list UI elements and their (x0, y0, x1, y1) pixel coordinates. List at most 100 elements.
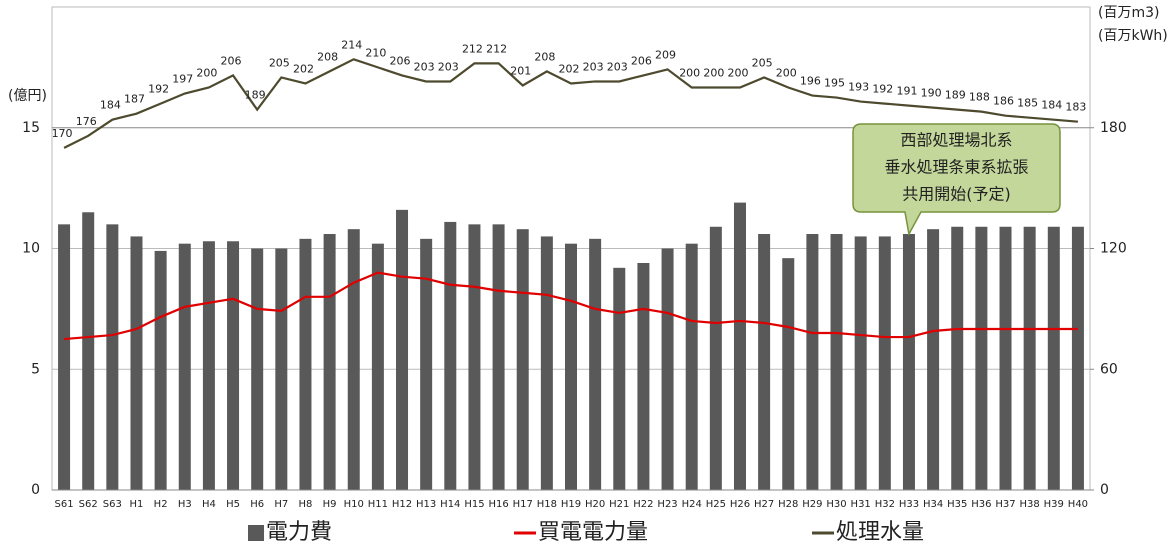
y2-tick-label: 120 (1100, 241, 1127, 257)
bar (758, 234, 771, 490)
data-label: 192 (872, 83, 893, 96)
data-label: 187 (124, 93, 145, 106)
bar (685, 243, 698, 490)
x-tick-label: H6 (250, 499, 264, 510)
data-label: 212 (462, 42, 483, 55)
data-label: 203 (583, 60, 604, 73)
data-label: 212 (486, 42, 507, 55)
bar (830, 234, 843, 490)
x-tick-label: H8 (299, 499, 313, 510)
data-label: 189 (245, 89, 266, 102)
bar (1047, 226, 1060, 490)
data-label: 202 (293, 62, 314, 75)
bar (444, 221, 457, 490)
y2-unit: (百万m3) (1098, 5, 1159, 21)
x-tick-label: S62 (79, 499, 98, 510)
bar (854, 236, 867, 490)
bar (396, 209, 409, 491)
data-label: 185 (1017, 97, 1038, 110)
data-label: 205 (269, 56, 290, 69)
x-tick-label: H36 (971, 499, 991, 510)
x-tick-label: H22 (633, 499, 653, 510)
data-label: 201 (510, 64, 531, 77)
bar (878, 236, 891, 490)
x-tick-label: H27 (754, 499, 774, 510)
bar (709, 226, 722, 490)
data-label: 186 (993, 95, 1014, 108)
x-tick-label: H21 (609, 499, 629, 510)
data-label: 193 (848, 81, 869, 94)
x-tick-label: H32 (875, 499, 895, 510)
data-label: 183 (1065, 101, 1086, 114)
x-tick-label: H30 (826, 499, 846, 510)
bar (540, 236, 553, 490)
bar (565, 243, 577, 490)
x-tick-label: H34 (923, 499, 943, 510)
data-label: 202 (559, 62, 580, 75)
bar (975, 226, 988, 490)
x-tick-label: H39 (1044, 499, 1064, 510)
bar (661, 248, 674, 490)
bar (299, 238, 312, 490)
data-label: 189 (945, 89, 966, 102)
bar (782, 258, 795, 490)
data-label: 170 (52, 127, 73, 140)
data-label: 191 (896, 85, 917, 98)
data-label: 200 (727, 67, 748, 80)
data-label: 197 (172, 73, 193, 86)
legend-label: 買電電力量 (538, 520, 648, 545)
callout (852, 123, 1061, 237)
data-label: 196 (800, 75, 821, 88)
x-tick-label: S61 (55, 499, 74, 510)
x-tick-label: H38 (1020, 499, 1040, 510)
y2-tick-label: 0 (1100, 482, 1109, 498)
bar (154, 250, 167, 490)
x-tick-label: H11 (368, 499, 388, 510)
bar (202, 241, 215, 490)
data-label: 200 (679, 67, 700, 80)
y-tick-label: 5 (31, 361, 40, 377)
x-tick-label: H14 (440, 499, 460, 510)
line (63, 271, 1078, 341)
y2-tick-label: 180 (1100, 120, 1127, 136)
x-tick-label: H37 (995, 499, 1015, 510)
legend-label: 電力費 (266, 520, 332, 545)
bar (637, 262, 650, 490)
data-label: 206 (390, 54, 411, 67)
data-label: 200 (703, 67, 724, 80)
bar (516, 229, 529, 490)
data-label: 209 (655, 48, 676, 61)
x-tick-label: H25 (706, 499, 726, 510)
bar (613, 267, 626, 490)
data-label: 206 (221, 54, 242, 67)
x-tick-label: S63 (103, 499, 122, 510)
bar (1071, 226, 1084, 490)
data-label: 195 (824, 77, 845, 90)
x-tick-label: H3 (178, 499, 192, 510)
x-tick-label: H7 (274, 499, 288, 510)
data-label: 210 (365, 46, 386, 59)
bar (227, 241, 240, 490)
callout-text: 西部処理場北系 (900, 131, 1012, 150)
data-label: 184 (1041, 99, 1062, 112)
data-label: 208 (317, 50, 338, 63)
x-tick-label: H18 (537, 499, 557, 510)
data-label: 203 (438, 60, 459, 73)
bar (130, 236, 143, 490)
data-label: 200 (196, 67, 217, 80)
x-tick-label: H2 (154, 499, 168, 510)
data-label: 208 (534, 50, 555, 63)
data-label: 214 (341, 38, 362, 51)
x-tick-label: H19 (561, 499, 581, 510)
bar (492, 224, 505, 490)
bar (178, 243, 191, 490)
data-label: 192 (148, 83, 169, 96)
x-tick-label: H29 (802, 499, 822, 510)
data-label: 203 (414, 60, 435, 73)
data-label: 176 (76, 115, 97, 128)
bar (82, 212, 95, 490)
data-label: 190 (921, 87, 942, 100)
x-tick-label: H23 (657, 499, 677, 510)
bar (951, 226, 964, 490)
legend-swatch (248, 525, 264, 541)
